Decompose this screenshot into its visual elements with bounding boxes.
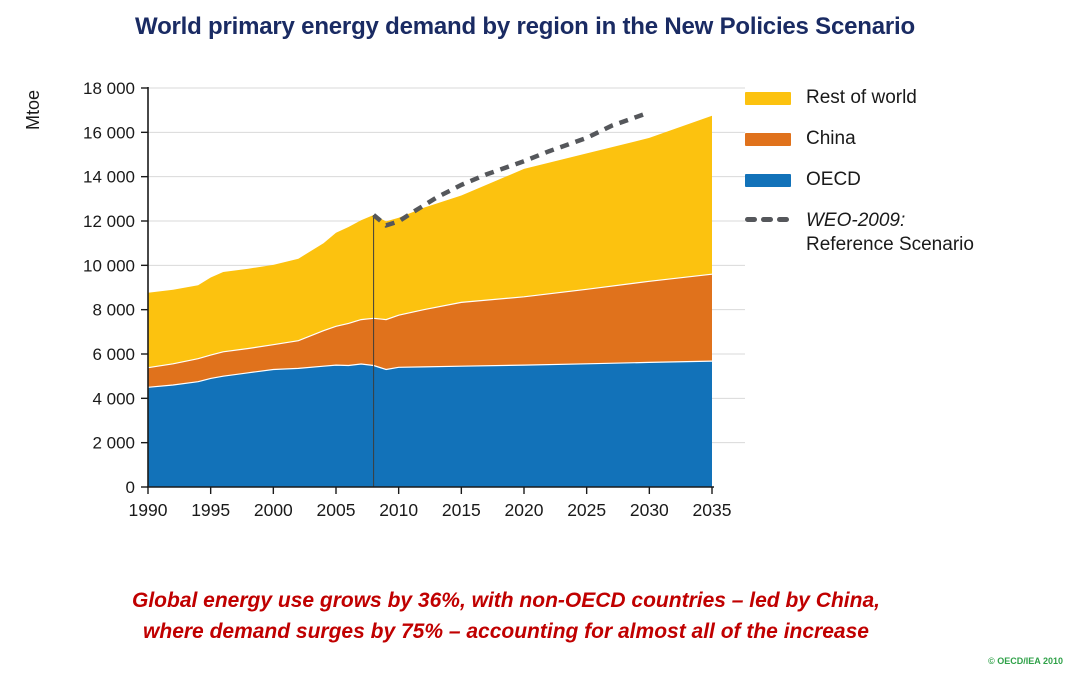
- y-tick-label: 0: [126, 478, 135, 497]
- legend-swatch-china: [745, 132, 791, 146]
- x-tick-label: 1990: [129, 500, 168, 520]
- y-tick-label: 10 000: [83, 256, 135, 275]
- x-tick-label: 1995: [191, 500, 230, 520]
- x-tick-label: 2035: [693, 500, 732, 520]
- y-tick-label: 12 000: [83, 212, 135, 231]
- band-boundary: [147, 360, 713, 388]
- legend-label-weo2009-line1: WEO-2009:: [806, 210, 906, 231]
- legend-item-rest-of-world: Rest of world: [745, 86, 1045, 110]
- x-tick-label: 2020: [505, 500, 544, 520]
- legend-item-weo2009-reference: WEO-2009: Reference Scenario: [745, 209, 1045, 257]
- x-tick-label: 2025: [567, 500, 606, 520]
- x-tick-label: 2015: [442, 500, 481, 520]
- x-tick-label: 2010: [379, 500, 418, 520]
- legend-swatch-oecd: [745, 173, 791, 187]
- legend-label-oecd: OECD: [806, 169, 861, 190]
- legend-label-weo2009-line2: Reference Scenario: [806, 234, 974, 255]
- legend-swatch-rest-of-world: [745, 91, 791, 105]
- y-tick-label: 14 000: [83, 168, 135, 187]
- y-tick-label: 16 000: [83, 123, 135, 142]
- dashed-line-icon: [745, 217, 791, 222]
- area-rest-of-world: [148, 115, 712, 368]
- y-tick-label: 18 000: [83, 79, 135, 98]
- area-oecd: [148, 361, 712, 487]
- y-tick-label: 8 000: [92, 301, 135, 320]
- x-tick-label: 2030: [630, 500, 669, 520]
- area-china: [148, 274, 712, 388]
- legend-item-oecd: OECD: [745, 168, 1045, 192]
- copyright-note: © OECD/IEA 2010: [988, 656, 1063, 666]
- legend-label-china: China: [806, 128, 856, 149]
- y-tick-label: 2 000: [92, 434, 135, 453]
- legend-item-china: China: [745, 127, 1045, 151]
- x-tick-label: 2000: [254, 500, 293, 520]
- y-tick-label: 6 000: [92, 345, 135, 364]
- caption-line-2: where demand surges by 75% – accounting …: [143, 620, 869, 643]
- legend-label-weo2009: WEO-2009: Reference Scenario: [806, 209, 974, 257]
- x-tick-label: 2005: [317, 500, 356, 520]
- legend: Rest of world China OECD WEO-2009: Refer…: [745, 86, 1045, 274]
- caption: Global energy use grows by 36%, with non…: [0, 585, 1012, 647]
- weo2009-reference-line: [372, 110, 651, 228]
- y-tick-label: 4 000: [92, 389, 135, 408]
- page-title: World primary energy demand by region in…: [135, 13, 915, 40]
- caption-line-1: Global energy use grows by 36%, with non…: [132, 589, 880, 612]
- y-axis-unit-label: Mtoe: [23, 90, 43, 130]
- legend-label-rest-of-world: Rest of world: [806, 87, 917, 108]
- band-boundary: [147, 273, 713, 369]
